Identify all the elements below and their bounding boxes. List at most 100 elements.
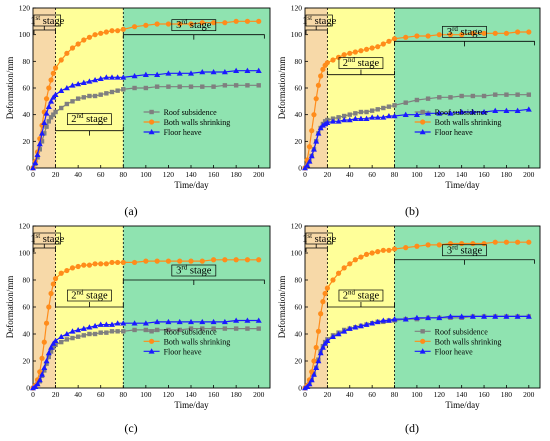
x-tick-label: 120 [434,390,446,399]
data-point-roof [154,327,160,333]
data-point-roof [64,101,70,107]
x-tick-label: 80 [120,170,128,179]
data-point-walls [481,30,487,36]
data-point-floor [43,110,50,116]
data-point-walls [120,26,126,32]
data-point-walls [425,33,431,39]
data-point-roof [166,327,171,333]
data-point-walls [92,32,98,38]
x-tick-label: 100 [411,390,423,399]
data-point-walls [199,258,205,264]
x-tick-label: 160 [208,170,220,179]
data-point-walls [86,34,93,40]
data-point-floor [302,165,308,171]
data-point-floor [391,316,398,322]
data-point-walls [459,32,465,38]
data-point-roof [188,84,194,89]
data-point-floor [80,325,87,331]
data-point-floor [80,79,87,85]
data-point-walls [315,328,322,334]
data-point-floor [45,103,52,109]
data-point-floor [492,313,499,319]
legend-marker-floor [419,129,426,135]
y-tick-label: 80 [23,276,31,285]
data-point-walls [109,28,115,34]
y-axis-title: Deformation/mm [277,276,287,339]
data-point-floor [319,344,326,350]
y-tick-label: 60 [23,84,31,93]
data-point-roof [375,107,380,112]
x-axis-title: Time/day [445,180,480,190]
data-point-walls [313,96,319,102]
legend-marker-roof [149,109,154,115]
data-point-walls [306,144,313,150]
data-point-walls [39,355,45,361]
data-point-floor [30,165,36,171]
data-point-roof [132,327,137,333]
x-tick-label: 100 [140,170,152,179]
data-point-roof [222,83,228,88]
data-point-roof [392,103,397,108]
data-point-floor [380,114,387,120]
legend-marker-roof [149,329,154,334]
stage-3-label: 3rd stage [176,264,212,277]
data-point-floor [109,74,115,80]
data-point-roof [481,93,487,99]
data-point-floor [413,314,420,321]
y-tick-label: 120 [291,4,303,13]
data-point-floor [369,320,376,326]
data-point-floor [363,115,370,121]
y-tick-label: 120 [19,222,31,231]
data-point-floor [469,313,476,319]
data-point-floor [103,321,110,327]
data-point-floor [114,320,121,326]
y-tick-label: 120 [291,222,303,231]
data-point-walls [43,96,50,102]
stage-label-box [67,289,112,302]
data-point-walls [526,29,532,35]
stage-label-box [442,244,487,257]
data-point-floor [391,113,398,119]
data-point-walls [330,57,336,63]
stage-region-2 [327,8,395,168]
data-point-walls [58,270,64,276]
data-point-roof [87,93,92,99]
x-axis-title: Time/day [174,400,209,410]
data-point-walls [103,29,109,35]
data-point-walls [375,44,381,50]
legend-label-roof: Roof subsidence [435,108,489,117]
data-point-floor [352,115,359,121]
data-point-roof [98,92,103,97]
data-point-walls [436,32,442,38]
data-point-walls [41,339,47,345]
data-point-floor [221,318,228,325]
data-point-walls [210,257,217,263]
data-point-walls [256,257,262,263]
data-point-floor [50,94,57,100]
data-point-roof [459,93,464,99]
data-point-floor [75,81,82,87]
data-point-floor [514,313,521,319]
data-point-floor [48,344,55,350]
data-point-walls [69,45,76,51]
x-tick-label: 200 [523,390,535,399]
data-point-floor [380,317,387,323]
data-point-floor [165,318,172,325]
stage-2-bracket [326,69,395,76]
data-point-floor [233,317,240,323]
data-point-floor [308,376,315,383]
data-point-roof [121,329,126,334]
data-point-floor [63,85,70,91]
x-tick-label: 0 [303,390,307,399]
x-tick-label: 120 [163,170,175,179]
data-point-walls [131,259,138,266]
data-point-walls [165,21,172,27]
x-tick-label: 100 [140,390,152,399]
data-point-roof [51,345,56,350]
data-point-floor [58,87,65,93]
panel-label: (b) [405,204,419,218]
stage-3-label: 3rd stage [447,243,483,256]
data-point-roof [59,105,64,111]
stage-3-bracket [394,259,535,265]
data-point-floor [436,314,443,321]
